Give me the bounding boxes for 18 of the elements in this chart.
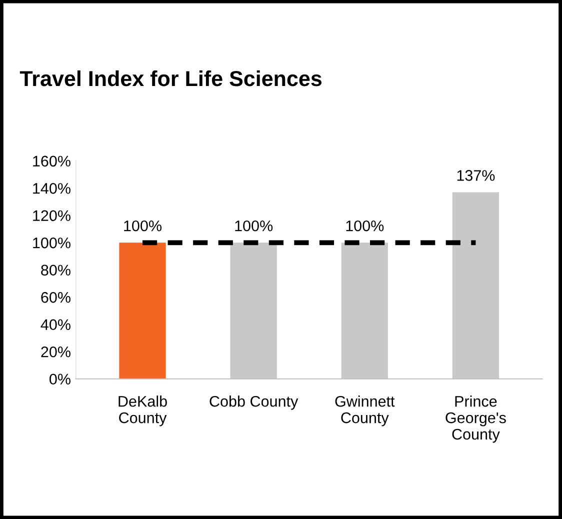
y-tick-label: 40% xyxy=(40,319,70,330)
y-tick-label: 160% xyxy=(33,156,70,167)
y-tick-label: 20% xyxy=(41,346,70,358)
x-tick-label: Cobb County xyxy=(210,396,298,410)
chart-title: Travel Index for Life Sciences xyxy=(20,70,322,86)
data-label: 137% xyxy=(457,170,495,181)
x-tick-label: Prince George's County xyxy=(446,396,506,443)
data-label: 100% xyxy=(346,220,384,232)
data-label: 100% xyxy=(235,220,273,232)
x-tick-label: DeKalb County xyxy=(118,396,167,426)
y-tick-label: 80% xyxy=(41,264,70,276)
x-tick-label: Gwinnett County xyxy=(335,396,395,426)
y-tick-label: 140% xyxy=(33,183,70,194)
y-tick-label: 60% xyxy=(41,292,70,303)
y-tick-label: 120% xyxy=(33,210,70,222)
y-tick-label: 100% xyxy=(33,238,70,248)
y-tick-label: 0% xyxy=(50,374,70,385)
data-label: 100% xyxy=(124,220,162,232)
